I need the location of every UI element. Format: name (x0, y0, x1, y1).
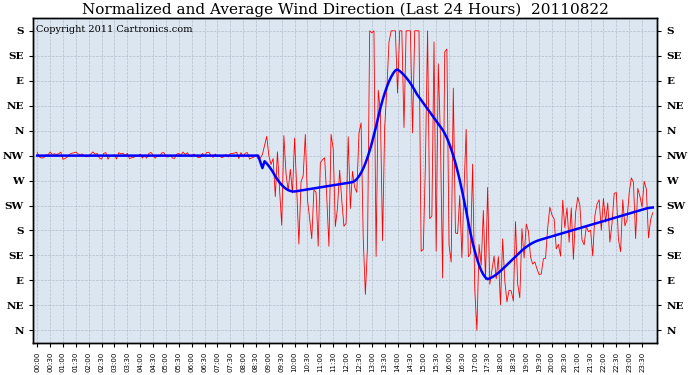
Text: Copyright 2011 Cartronics.com: Copyright 2011 Cartronics.com (36, 25, 193, 34)
Title: Normalized and Average Wind Direction (Last 24 Hours)  20110822: Normalized and Average Wind Direction (L… (81, 3, 609, 17)
